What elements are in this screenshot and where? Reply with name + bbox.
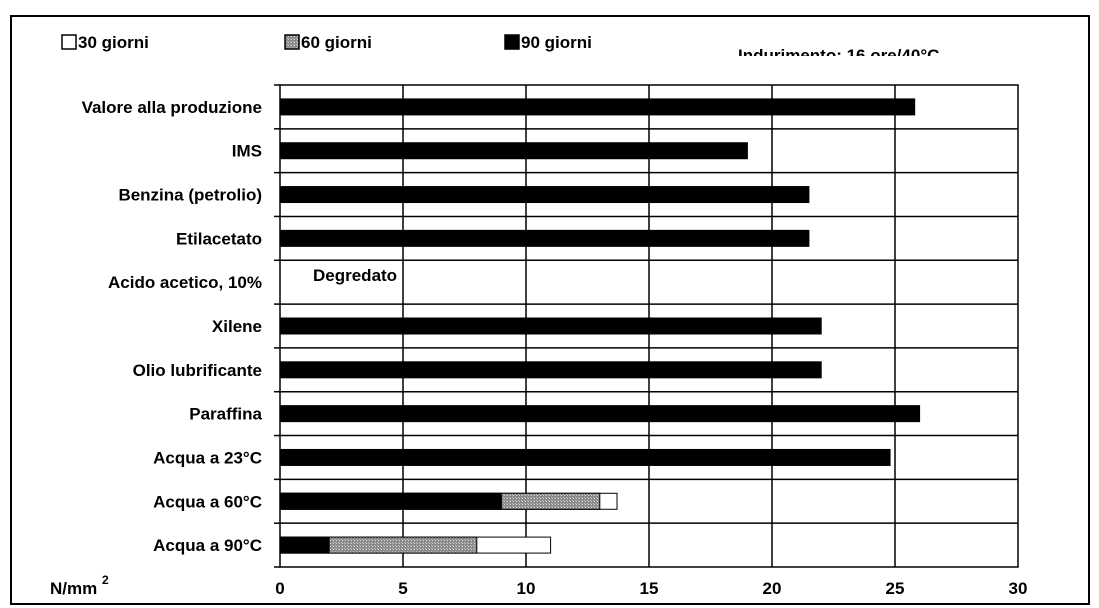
legend-swatch-30 bbox=[61, 34, 77, 50]
legend-label-30: 30 giorni bbox=[78, 33, 149, 52]
bar-90-giorni bbox=[279, 186, 810, 204]
horizontal-gridlines bbox=[274, 84, 1018, 568]
bars: Degredato bbox=[279, 98, 921, 554]
x-tick-label: 0 bbox=[275, 579, 284, 598]
x-axis-unit-superscript: 2 bbox=[102, 573, 109, 587]
x-axis-unit: N/mm bbox=[50, 579, 97, 598]
bar-90-giorni bbox=[279, 142, 748, 160]
bar-90-giorni bbox=[279, 536, 330, 554]
x-axis-label: N/mm 2 bbox=[50, 573, 109, 598]
x-tick-label: 15 bbox=[640, 579, 659, 598]
bar-90-giorni bbox=[279, 229, 810, 247]
legend-swatch-90 bbox=[504, 34, 520, 50]
category-label: Paraffina bbox=[189, 405, 262, 424]
bar-annotation: Degredato bbox=[313, 266, 397, 285]
bar-90-giorni bbox=[279, 492, 502, 510]
plot-area: Degredato bbox=[274, 84, 1019, 568]
category-label: Benzina (petrolio) bbox=[118, 186, 262, 205]
bar-90-giorni bbox=[279, 98, 916, 116]
category-label: Xilene bbox=[212, 317, 262, 336]
category-label: Acido acetico, 10% bbox=[108, 273, 262, 292]
legend-swatch-60 bbox=[284, 34, 300, 50]
curing-annotation: Indurimento: 16 ore/40°C bbox=[738, 46, 939, 65]
x-tick-label: 20 bbox=[763, 579, 782, 598]
x-tick-label: 25 bbox=[886, 579, 905, 598]
category-label: Olio lubrificante bbox=[133, 361, 262, 380]
bar-90-giorni bbox=[279, 448, 891, 466]
legend: 30 giorni 60 giorni 90 giorni bbox=[61, 33, 592, 52]
category-label: Acqua a 23°C bbox=[153, 448, 262, 467]
category-label: Etilacetato bbox=[176, 229, 262, 248]
bar-90-giorni bbox=[279, 317, 822, 335]
category-label: IMS bbox=[232, 142, 262, 161]
bar-90-giorni bbox=[279, 405, 921, 423]
x-tick-label: 10 bbox=[517, 579, 536, 598]
x-tick-label: 5 bbox=[398, 579, 407, 598]
category-labels: Valore alla produzione IMS Benzina (petrol… bbox=[82, 98, 263, 555]
legend-label-60: 60 giorni bbox=[301, 33, 372, 52]
category-label: Valore alla produzione bbox=[82, 98, 262, 117]
x-tick-labels: 0 5 10 15 20 25 30 bbox=[275, 579, 1027, 598]
x-tick-label: 30 bbox=[1009, 579, 1028, 598]
legend-label-90: 90 giorni bbox=[521, 33, 592, 52]
bar-90-giorni bbox=[279, 361, 822, 379]
category-label: Acqua a 90°C bbox=[153, 536, 262, 555]
category-label: Acqua a 60°C bbox=[153, 492, 262, 511]
